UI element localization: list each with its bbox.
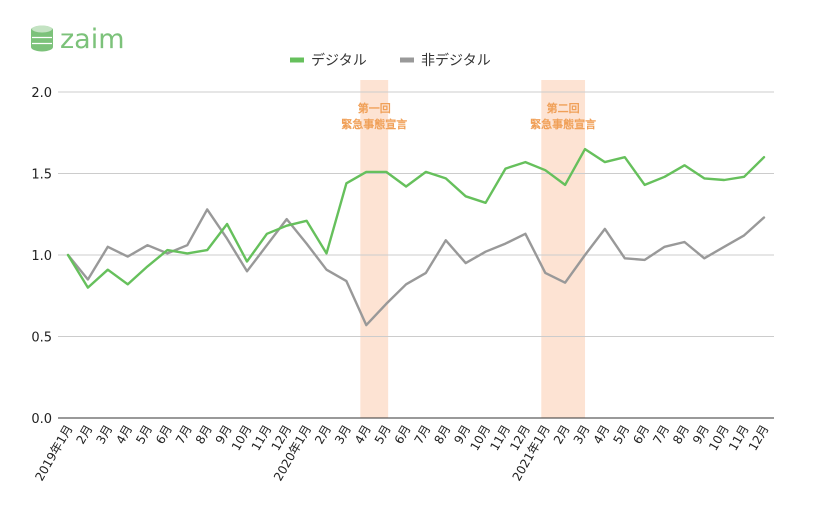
x-tick-label: 4月 [591, 423, 613, 447]
x-tick-label: 8月 [431, 423, 453, 447]
series-line-2 [66, 208, 766, 327]
x-tick-label: 2019年1月 [32, 423, 75, 484]
x-tick-label: 2月 [551, 423, 573, 447]
annotation-band-2 [541, 80, 586, 418]
x-tick-label: 7月 [173, 423, 195, 447]
annotation-label-line1: 第二回 [547, 101, 580, 115]
x-tick-label: 6月 [630, 423, 652, 447]
legend-label-digital: デジタル [311, 52, 367, 69]
x-tick-label: 8月 [193, 423, 215, 447]
x-tick-label: 7月 [412, 423, 434, 447]
x-tick-label: 11月 [249, 423, 275, 454]
x-tick-label: 5月 [372, 423, 394, 447]
annotation-band-1 [360, 80, 389, 418]
x-tick-label: 12月 [746, 423, 772, 454]
x-tick-label: 3月 [93, 423, 115, 447]
x-tick-label: 10月 [229, 423, 255, 454]
x-axis: 2019年1月2月3月4月5月6月7月8月9月10月11月12月2020年1月2… [32, 422, 771, 483]
x-tick-label: 3月 [571, 423, 593, 447]
series-lines [66, 147, 766, 327]
x-tick-label: 2月 [74, 423, 96, 447]
y-tick-label: 0.5 [31, 331, 52, 346]
x-tick-label: 7月 [650, 423, 672, 447]
y-axis: 0.0 0.5 1.0 1.5 2.0 [31, 86, 52, 427]
zaim-logo: zaim [31, 24, 125, 55]
x-tick-label: 10月 [706, 423, 732, 454]
x-tick-label: 6月 [153, 423, 175, 447]
x-tick-label: 2月 [312, 423, 334, 447]
grid [58, 91, 774, 419]
x-tick-label: 4月 [352, 423, 374, 447]
y-tick-label: 2.0 [31, 86, 52, 101]
x-tick-label: 6月 [392, 423, 414, 447]
y-tick-label: 1.0 [31, 249, 52, 264]
legend-label-nondigital: 非デジタル [421, 52, 491, 69]
x-tick-label: 5月 [133, 423, 155, 447]
series-line-1 [66, 147, 766, 289]
legend: デジタル 非デジタル [290, 52, 491, 69]
x-tick-label: 10月 [467, 422, 493, 453]
x-tick-label: 8月 [670, 423, 692, 447]
coin-stack-icon [31, 25, 53, 52]
x-tick-label: 4月 [113, 423, 135, 447]
annotation-label-line2: 緊急事態宣言 [530, 117, 596, 131]
x-tick-label: 3月 [332, 423, 354, 447]
logo-text: zaim [60, 24, 125, 55]
y-tick-label: 0.0 [31, 412, 52, 427]
x-tick-label: 5月 [610, 423, 632, 447]
annotation-label-line2: 緊急事態宣言 [341, 117, 407, 131]
annotation-label-line1: 第一回 [358, 101, 391, 115]
x-tick-label: 11月 [726, 423, 752, 454]
x-tick-label: 11月 [487, 423, 513, 454]
y-tick-label: 1.5 [31, 168, 52, 183]
